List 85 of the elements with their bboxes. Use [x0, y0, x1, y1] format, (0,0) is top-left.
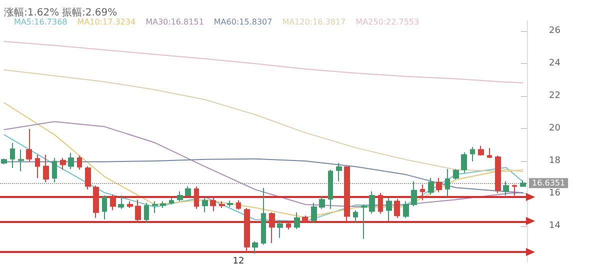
candlestick	[286, 222, 291, 230]
y-tick-label: 20	[549, 123, 561, 134]
candlestick	[478, 145, 484, 156]
candlestick	[135, 199, 141, 223]
text: 涨幅:1.62%	[4, 6, 60, 18]
candlestick	[461, 152, 467, 174]
y-tick-label: 22	[549, 90, 560, 101]
candlestick	[487, 148, 492, 158]
candlestick	[68, 152, 74, 170]
candlestick	[294, 212, 300, 230]
text: MA30:16.8151	[146, 18, 204, 26]
candlestick	[93, 185, 99, 218]
candlestick	[102, 195, 107, 220]
ref-line-label: 16.6351	[532, 178, 566, 188]
candlestick	[26, 128, 32, 162]
candlestick	[378, 192, 383, 214]
text: MA250:22.7553	[356, 18, 420, 26]
candlestick	[110, 194, 116, 211]
candlestick	[236, 200, 241, 210]
candlestick	[194, 186, 199, 210]
candlestick	[512, 184, 517, 196]
candlestick	[43, 154, 49, 183]
candlestick	[336, 162, 342, 182]
candlestick	[219, 200, 225, 208]
y-tick-label: 18	[549, 156, 561, 166]
candlestick	[227, 200, 233, 208]
text: MA10:17.3234	[77, 18, 136, 26]
candlestick	[344, 166, 350, 222]
candlestick	[453, 168, 459, 180]
candlestick	[386, 198, 392, 222]
candlestick	[210, 198, 216, 212]
candlestick	[302, 215, 308, 223]
candlestick	[10, 142, 15, 169]
candlestick	[35, 154, 40, 178]
y-tick-label: 26	[549, 26, 561, 36]
candlestick	[160, 200, 166, 208]
text: 振幅:2.69%	[62, 6, 118, 18]
candlestick	[328, 169, 333, 210]
y-tick-label: 16	[549, 188, 561, 199]
candlestick	[60, 157, 66, 170]
candlestick	[261, 187, 266, 246]
text: MA60:15.8307	[214, 18, 272, 26]
line-series	[4, 69, 524, 172]
candlestick	[470, 146, 475, 162]
candlestick	[269, 212, 275, 244]
candlestick	[185, 186, 191, 197]
candlestick	[252, 240, 258, 254]
annotation: 12	[232, 256, 244, 266]
candlestick	[411, 180, 417, 207]
candlestick	[495, 155, 501, 194]
candlestick	[169, 198, 174, 206]
candlestick	[52, 157, 57, 183]
y-tick-label: 14	[549, 221, 561, 232]
line-series	[4, 121, 524, 208]
candlestick	[144, 202, 149, 224]
candlestick	[177, 190, 183, 202]
candlestick	[202, 198, 208, 213]
candlestick	[311, 202, 317, 224]
text: MA120:16.3817	[282, 18, 346, 26]
candlestick	[77, 155, 82, 170]
candlestick	[18, 149, 24, 172]
candlestick	[445, 168, 450, 197]
text: MA5:16.7368	[14, 18, 68, 26]
candlestick	[277, 220, 283, 238]
candlestick	[118, 195, 124, 210]
candlestick	[428, 177, 434, 196]
candlestick	[319, 196, 325, 210]
candlestick	[403, 200, 409, 218]
y-tick-label: 24	[549, 58, 561, 68]
candlestick	[369, 190, 375, 214]
line-series	[4, 102, 524, 218]
candlestick	[244, 207, 250, 254]
candlestick	[127, 200, 133, 208]
candlestick	[353, 210, 358, 224]
candlestick	[1, 158, 7, 165]
line-series	[4, 134, 524, 222]
candlestick	[436, 177, 442, 193]
candlestick	[85, 166, 91, 190]
candlestick	[361, 204, 367, 240]
line-series	[4, 41, 524, 84]
candlestick	[394, 198, 400, 218]
candlestick	[152, 200, 158, 214]
candlestick	[520, 180, 526, 188]
candlestick	[503, 180, 509, 196]
candlestick	[420, 184, 425, 201]
